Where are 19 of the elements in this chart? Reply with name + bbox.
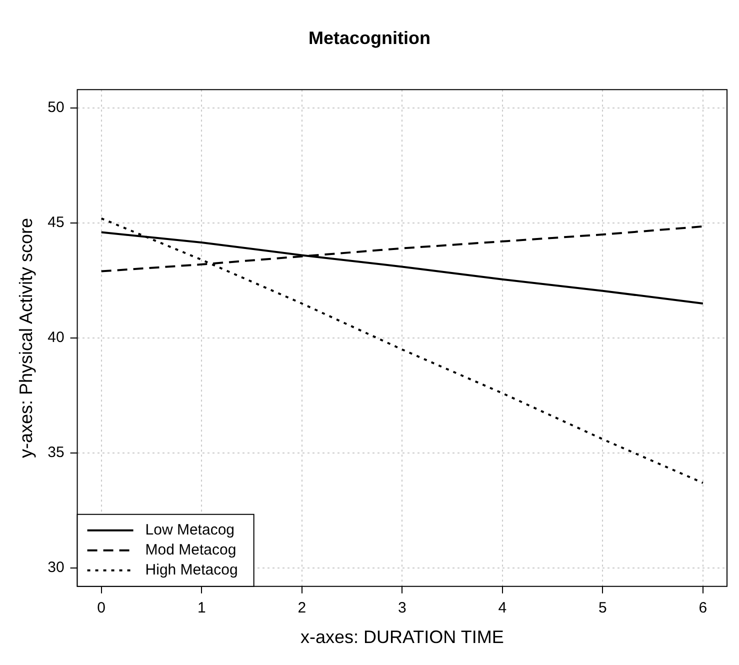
y-axis-title: y-axes: Physical Activity score: [16, 218, 36, 458]
x-tick-label: 5: [598, 600, 607, 617]
x-tick-label: 0: [97, 600, 106, 617]
y-tick-label: 35: [48, 444, 64, 462]
line-series: [100, 217, 704, 484]
legend-label: Low Metacog: [145, 522, 235, 539]
x-tick-label: 1: [197, 600, 206, 617]
y-tick-label: 50: [48, 99, 64, 116]
x-tick-label: 2: [298, 600, 306, 617]
y-tick-label: 45: [48, 214, 64, 232]
x-tick-label: 3: [398, 600, 406, 617]
chart-title: Metacognition: [308, 28, 430, 48]
y-tick-label: 30: [48, 559, 64, 576]
legend-label: High Metacog: [145, 562, 238, 579]
y-tick-label: 40: [48, 329, 64, 346]
x-tick-label: 4: [498, 600, 507, 617]
x-tick-label: 6: [698, 600, 708, 617]
legend-label: Mod Metacog: [145, 542, 236, 559]
x-axis-title: x-axes: DURATION TIME: [300, 627, 504, 648]
